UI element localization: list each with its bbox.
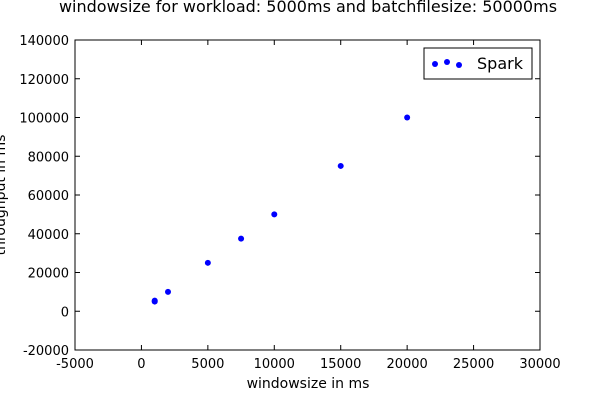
- y-tick-label: 100000: [19, 112, 69, 127]
- x-tick-label: -5000: [56, 357, 94, 372]
- data-point: [165, 288, 171, 295]
- plot-frame: [74, 39, 541, 351]
- x-tick-label: 30000: [519, 357, 560, 372]
- x-axis-label: windowsize in ms: [247, 376, 370, 392]
- y-tick-label: 40000: [28, 228, 69, 243]
- legend-marker: [444, 59, 450, 65]
- y-tick-label: 140000: [19, 34, 69, 49]
- y-tick-label: -20000: [23, 344, 69, 359]
- data-point: [204, 259, 211, 266]
- x-tick-label: 10000: [254, 357, 295, 372]
- x-tick-label: 20000: [386, 357, 427, 372]
- legend-markers: [432, 59, 462, 68]
- y-tick-label: 0: [61, 305, 69, 320]
- y-tick-label: 80000: [28, 150, 69, 165]
- data-point: [238, 235, 245, 242]
- legend-marker: [456, 62, 462, 68]
- chart-title: windowsize for workload: 5000ms and batc…: [59, 0, 557, 16]
- legend-label-spark: Spark: [477, 54, 524, 73]
- legend-box: [423, 47, 533, 80]
- x-tick-label: 15000: [320, 357, 361, 372]
- y-tick-label: 120000: [19, 73, 69, 88]
- data-point: [404, 114, 411, 121]
- data-point: [151, 297, 158, 304]
- legend: Spark: [423, 47, 533, 80]
- y-tick-label: 60000: [28, 189, 69, 204]
- plot-area: -5000 0 5000 10000 15000 20000 25000 30000 -2000…: [19, 34, 560, 372]
- x-tick-label: 0: [137, 357, 145, 372]
- y-axis-label: throughput in ms: [0, 135, 9, 256]
- x-tick-label: 25000: [453, 357, 494, 372]
- data-point: [337, 162, 344, 169]
- data-point: [271, 211, 278, 218]
- x-tick-label: 5000: [191, 357, 224, 372]
- y-tick-label: 20000: [28, 267, 69, 282]
- legend-marker: [432, 61, 438, 67]
